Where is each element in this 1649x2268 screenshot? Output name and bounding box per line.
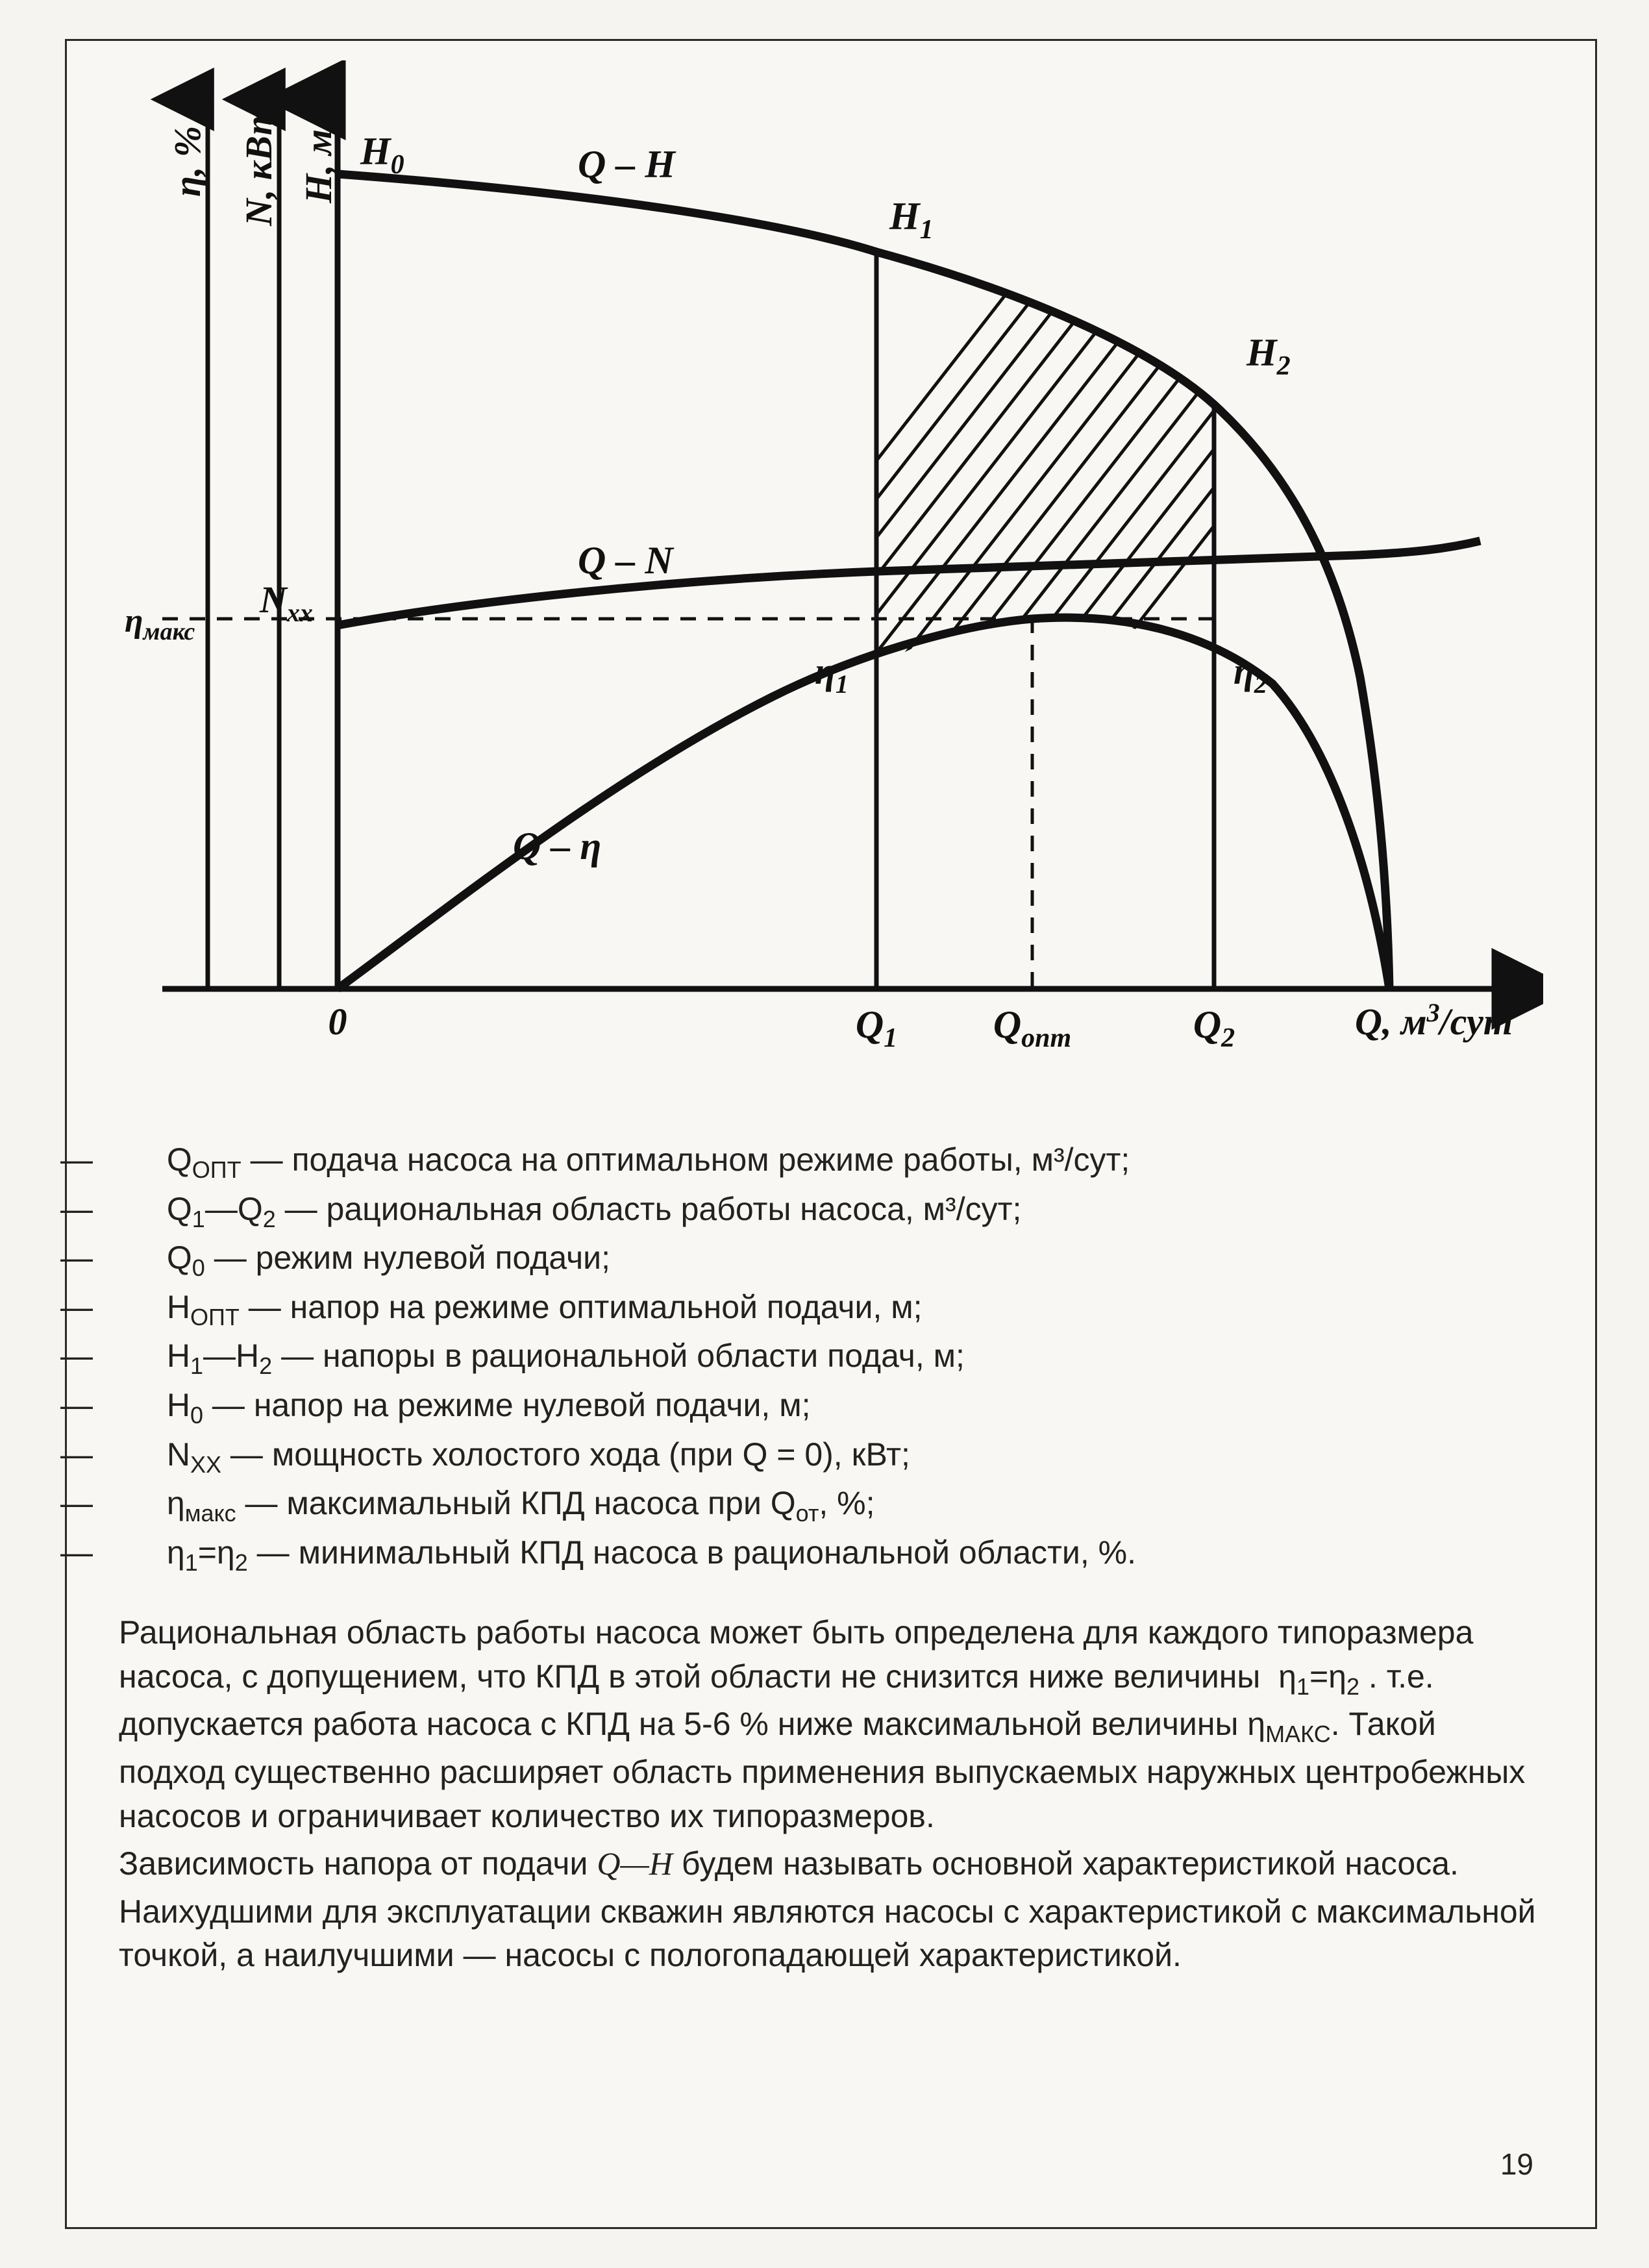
legend-item: — η1=η2 — минимальный КПД насоса в рацио… xyxy=(119,1531,1543,1579)
body-text: Рациональная область работы насоса может… xyxy=(119,1611,1543,1977)
label-q-axis: Q, м3/сут xyxy=(1355,998,1513,1043)
label-qn: Q – N xyxy=(578,539,675,582)
paragraph: Рациональная область работы насоса может… xyxy=(119,1611,1543,1838)
label-eta1: η1 xyxy=(815,650,849,699)
legend-item: — HОПТ — напор на режиме оптимальной под… xyxy=(119,1286,1543,1334)
page-number: 19 xyxy=(1500,2147,1533,2182)
label-etamax: ηмакс xyxy=(125,603,195,645)
label-qopt: Qопт xyxy=(993,1003,1071,1053)
label-eta2: η2 xyxy=(1234,650,1267,699)
label-qeta: Q – η xyxy=(513,825,601,867)
label-h0: H0 xyxy=(360,130,404,180)
legend-item: — Q0 — режим нулевой подачи; xyxy=(119,1236,1543,1284)
axis-label-h: H, м xyxy=(297,129,340,204)
legend-item: — ηмакс — максимальный КПД насоса при Qо… xyxy=(119,1482,1543,1530)
chart-svg: η, % N, кВт H, м H0 Q – H H1 H2 Q – N xyxy=(119,60,1543,1125)
curve-q-h xyxy=(338,174,1389,989)
label-q1: Q1 xyxy=(856,1003,897,1053)
axis-label-eta: η, % xyxy=(166,126,208,197)
page: η, % N, кВт H, м H0 Q – H H1 H2 Q – N xyxy=(0,0,1649,2268)
curve-q-eta xyxy=(338,617,1389,989)
paragraph: Зависимость напора от подачи Q—H будем н… xyxy=(119,1842,1543,1886)
legend-item: — H0 — напор на режиме нулевой подачи, м… xyxy=(119,1384,1543,1432)
label-q2: Q2 xyxy=(1193,1003,1235,1053)
label-nxx: Nxx xyxy=(259,579,313,627)
legend-item: — Q1—Q2 — рациональная область работы на… xyxy=(119,1188,1543,1236)
legend-item: — NXX — мощность холостого хода (при Q =… xyxy=(119,1433,1543,1481)
label-origin: 0 xyxy=(329,1001,347,1043)
pump-characteristic-chart: η, % N, кВт H, м H0 Q – H H1 H2 Q – N xyxy=(119,60,1543,1125)
legend-list: — QОПТ — подача насоса на оптимальном ре… xyxy=(119,1138,1543,1578)
legend-item: — H1—H2 — напоры в рациональной области … xyxy=(119,1334,1543,1382)
paragraph: Наихудшими для эксплуатации скважин явля… xyxy=(119,1890,1543,1978)
content-frame: η, % N, кВт H, м H0 Q – H H1 H2 Q – N xyxy=(65,39,1597,2229)
label-h1: H1 xyxy=(889,195,934,245)
axis-label-n: N, кВт xyxy=(238,106,280,227)
label-qh: Q – H xyxy=(578,143,676,186)
legend-item: — QОПТ — подача насоса на оптимальном ре… xyxy=(119,1138,1543,1186)
hatched-rational-region xyxy=(632,190,1475,775)
label-h2: H2 xyxy=(1246,331,1291,381)
